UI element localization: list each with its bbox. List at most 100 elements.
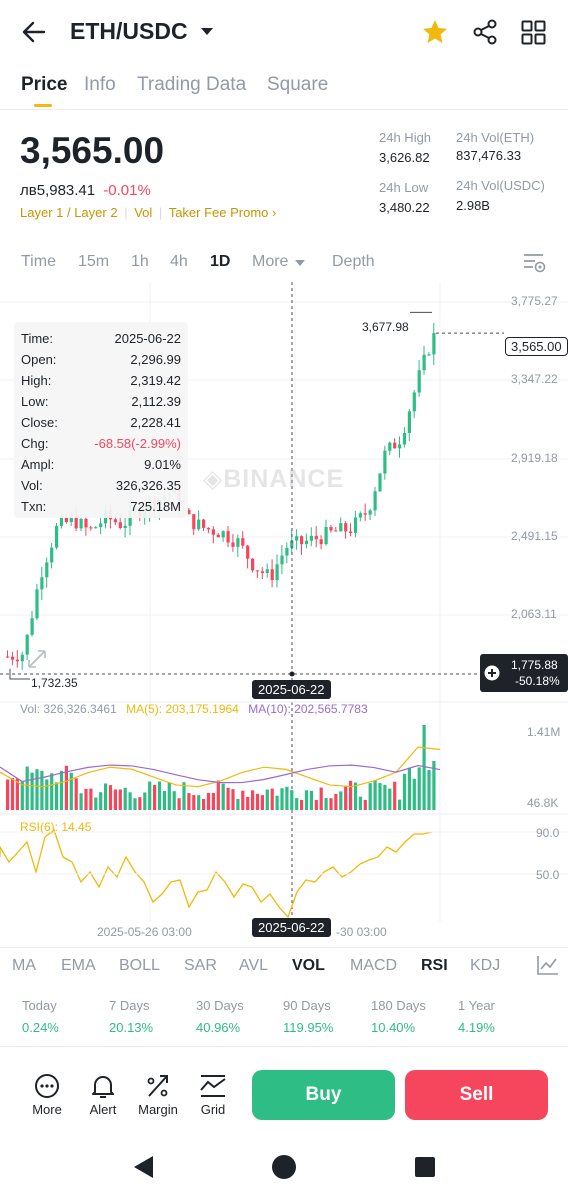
volume-bar <box>383 784 387 810</box>
ind-sar[interactable]: SAR <box>184 957 217 974</box>
candle-body <box>304 540 309 545</box>
interval-time[interactable]: Time <box>21 253 56 270</box>
tag-row: Layer 1 / Layer 2 | Vol | Taker Fee Prom… <box>20 205 277 220</box>
candle-body <box>329 526 333 531</box>
tab-info[interactable]: Info <box>84 74 116 95</box>
rsi-tick-50: 50.0 <box>536 868 560 882</box>
main-tabs: Price Info Trading Data Square <box>0 64 568 110</box>
buy-button[interactable]: Buy <box>252 1070 395 1120</box>
chevron-right-icon: › <box>272 205 277 220</box>
pair-title[interactable]: ETH/USDC <box>70 18 188 44</box>
interval-4h[interactable]: 4h <box>170 253 188 270</box>
tab-trading-data[interactable]: Trading Data <box>137 74 247 95</box>
volume-bar <box>30 772 34 810</box>
current-price-tag: 3,565.00 <box>505 337 568 356</box>
plus-circle-icon[interactable] <box>484 665 500 681</box>
system-nav-bar <box>0 1140 568 1200</box>
volume-bar <box>40 770 44 810</box>
interval-depth[interactable]: Depth <box>332 253 375 270</box>
rsi-tick-90: 90.0 <box>536 826 560 840</box>
perf-label: 90 Days <box>283 998 331 1013</box>
grid-apps-icon[interactable] <box>521 20 546 45</box>
candle-body <box>309 535 313 541</box>
perf-value: 20.13% <box>109 1020 154 1035</box>
perf-value: 0.24% <box>22 1020 59 1035</box>
volume-bar <box>138 797 142 810</box>
volume-bar <box>25 766 29 810</box>
tab-price[interactable]: Price <box>21 74 68 95</box>
volume-bar <box>35 769 39 810</box>
stat-24h-vol-usdc: 2.98B <box>456 198 490 213</box>
ind-vol[interactable]: VOL <box>292 957 325 974</box>
candle-body <box>358 513 362 518</box>
ind-kdj[interactable]: KDJ <box>470 957 501 974</box>
candle-body <box>187 509 191 515</box>
candle-body <box>50 547 54 563</box>
x-date-right: -30 03:00 <box>336 925 387 939</box>
nav-recents-icon[interactable] <box>414 1156 436 1178</box>
tag-layer[interactable]: Layer 1 / Layer 2 <box>20 205 118 220</box>
tooltip-row: Time: 2025-06-22 <box>21 331 181 346</box>
y-tick-2: 3,347.22 <box>511 372 558 386</box>
chart-settings-icon[interactable] <box>523 252 547 274</box>
interval-1h[interactable]: 1h <box>131 253 149 270</box>
tab-square[interactable]: Square <box>267 74 329 95</box>
crosshair-dot <box>289 671 295 677</box>
tooltip-row: Close: 2,228.41 <box>21 415 181 430</box>
volume-bar <box>236 798 240 810</box>
candle-body <box>89 527 93 529</box>
tag-taker-fee[interactable]: Taker Fee Promo <box>168 205 269 220</box>
volume-bar <box>89 788 93 810</box>
share-icon[interactable] <box>472 19 498 45</box>
candle-body <box>241 538 245 546</box>
margin-action[interactable]: Margin <box>138 1072 178 1117</box>
interval-1d[interactable]: 1D <box>210 253 231 270</box>
candle-body <box>270 569 274 580</box>
caret-down-icon[interactable] <box>200 27 214 37</box>
y-tick-4: 2,491.15 <box>511 529 558 543</box>
back-arrow-icon[interactable] <box>22 21 46 43</box>
candle-body <box>211 529 215 535</box>
ma5-value: MA(5): 203,175.1964 <box>126 702 239 716</box>
alert-action[interactable]: Alert <box>83 1072 123 1117</box>
stat-24h-vol-usdc-label: 24h Vol(USDC) <box>456 178 545 193</box>
interval-more[interactable]: More <box>252 253 289 270</box>
ind-avl[interactable]: AVL <box>239 957 269 974</box>
volume-bar <box>393 781 397 810</box>
nav-home-icon[interactable] <box>271 1154 297 1180</box>
indicator-settings-icon[interactable] <box>537 955 559 975</box>
kline-chart[interactable] <box>0 282 568 942</box>
volume-bar <box>251 790 255 810</box>
star-icon[interactable] <box>421 18 449 46</box>
candle-body <box>255 570 260 572</box>
volume-bar <box>118 789 122 810</box>
ind-boll[interactable]: BOLL <box>119 957 160 974</box>
margin-icon <box>147 1075 168 1097</box>
sell-button[interactable]: Sell <box>405 1070 548 1120</box>
max-price-label: 3,677.98 <box>362 320 409 334</box>
interval-15m[interactable]: 15m <box>78 253 110 270</box>
candle-body <box>407 411 411 433</box>
grid-action[interactable]: Grid <box>193 1072 233 1117</box>
ind-ma[interactable]: MA <box>12 957 36 974</box>
more-label: More <box>32 1102 62 1117</box>
ind-rsi[interactable]: RSI <box>421 957 448 974</box>
more-action[interactable]: More <box>27 1072 67 1117</box>
volume-bar <box>64 765 68 810</box>
ind-ema[interactable]: EMA <box>61 957 96 974</box>
volume-bar <box>226 787 230 810</box>
volume-bar <box>50 773 54 810</box>
volume-bar <box>363 799 367 810</box>
tag-vol[interactable]: Vol <box>134 205 153 220</box>
nav-back-icon[interactable] <box>131 1154 155 1180</box>
stat-24h-low-label: 24h Low <box>379 180 429 195</box>
candle-body <box>59 517 64 526</box>
volume-bar <box>295 798 299 810</box>
tooltip-row: Open: 2,296.99 <box>21 352 181 367</box>
ind-macd[interactable]: MACD <box>350 957 398 974</box>
expand-icon[interactable] <box>26 648 48 670</box>
ma10-value: MA(10): 202,565.7783 <box>248 702 368 716</box>
candle-body <box>94 527 98 529</box>
candle-body <box>314 535 318 540</box>
volume-bar <box>177 798 181 810</box>
